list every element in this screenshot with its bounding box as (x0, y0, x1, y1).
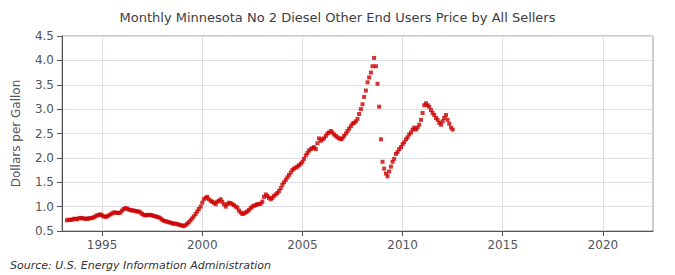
svg-text:Dollars per Gallon: Dollars per Gallon (9, 80, 23, 188)
svg-text:4.0: 4.0 (35, 53, 54, 67)
svg-text:1.5: 1.5 (35, 175, 54, 189)
svg-text:2020: 2020 (588, 238, 619, 252)
svg-text:4.5: 4.5 (35, 29, 54, 43)
svg-text:2.5: 2.5 (35, 127, 54, 141)
svg-text:2005: 2005 (287, 238, 318, 252)
svg-text:2015: 2015 (487, 238, 518, 252)
svg-text:Source: U.S. Energy Informatio: Source: U.S. Energy Information Administ… (10, 259, 271, 272)
svg-text:3.0: 3.0 (35, 102, 54, 116)
svg-text:Monthly Minnesota No 2 Diesel: Monthly Minnesota No 2 Diesel Other End … (120, 10, 556, 25)
svg-text:2.0: 2.0 (35, 151, 54, 165)
svg-text:1995: 1995 (87, 238, 118, 252)
svg-text:0.5: 0.5 (35, 224, 54, 238)
svg-text:2000: 2000 (187, 238, 218, 252)
svg-text:3.5: 3.5 (35, 78, 54, 92)
svg-text:1.0: 1.0 (35, 200, 54, 214)
svg-text:2010: 2010 (387, 238, 418, 252)
